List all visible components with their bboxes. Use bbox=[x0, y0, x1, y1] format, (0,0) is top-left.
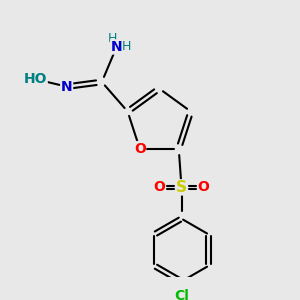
Text: HO: HO bbox=[24, 72, 47, 86]
Text: S: S bbox=[176, 180, 187, 195]
Text: H: H bbox=[122, 40, 131, 53]
Text: O: O bbox=[134, 142, 146, 156]
Text: Cl: Cl bbox=[174, 289, 189, 300]
Text: H: H bbox=[108, 32, 118, 45]
Text: O: O bbox=[153, 180, 165, 194]
Text: N: N bbox=[61, 80, 73, 94]
Text: N: N bbox=[111, 40, 122, 54]
Text: O: O bbox=[198, 180, 210, 194]
